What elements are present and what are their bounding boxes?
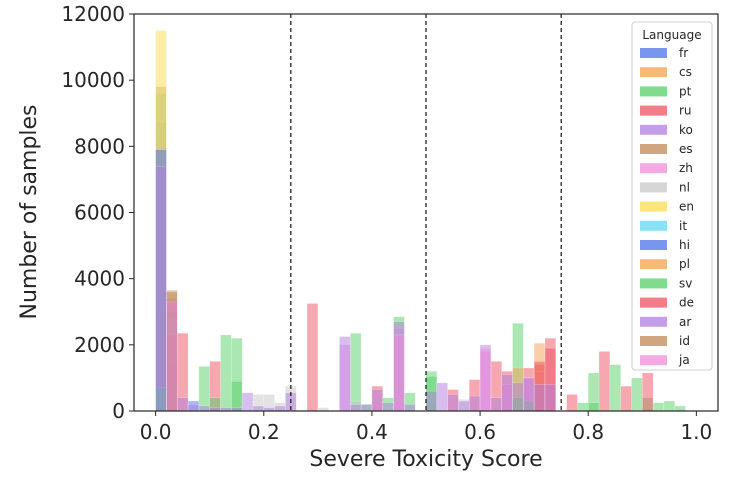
bar-pt-18 xyxy=(674,405,686,412)
legend-swatch-sv xyxy=(640,278,667,289)
legend-label-zh: zh xyxy=(679,161,693,175)
y-axis-label: Number of samples xyxy=(17,104,42,319)
bar-ar-19 xyxy=(404,404,416,412)
legend-swatch-hi xyxy=(640,240,667,250)
bar-pt-3 xyxy=(220,334,232,412)
bar-pt-13 xyxy=(609,364,621,412)
bar-ar-11 xyxy=(274,405,286,412)
y-tick-label-5: 10000 xyxy=(61,68,125,92)
legend-swatch-pl xyxy=(640,259,667,270)
legend-swatch-ar xyxy=(640,316,667,327)
x-tick-label-1: 0.2 xyxy=(248,420,280,444)
legend-swatch-ru xyxy=(640,105,667,116)
bar-ar-14 xyxy=(350,404,362,412)
y-tick-label-3: 6000 xyxy=(74,201,125,225)
legend-swatch-it xyxy=(640,220,667,231)
legend-label-sv: sv xyxy=(679,276,692,290)
bar-ar-22 xyxy=(447,394,459,412)
bar-pt-14 xyxy=(631,377,643,412)
legend-swatch-id xyxy=(640,336,667,346)
bar-ar-0 xyxy=(155,165,167,412)
bar-ar-31 xyxy=(544,384,557,412)
bar-ar-9 xyxy=(252,405,265,412)
bar-sv-8 xyxy=(587,402,600,412)
legend-label-it: it xyxy=(679,219,687,233)
legend-label-pl: pl xyxy=(679,257,690,271)
legend-label-nl: nl xyxy=(679,180,690,194)
y-tick-label-6: 12000 xyxy=(61,2,125,26)
y-tick-label-4: 8000 xyxy=(74,134,125,158)
bar-ar-26 xyxy=(490,397,502,412)
bar-ru-14 xyxy=(620,385,632,412)
legend-label-de: de xyxy=(679,296,694,310)
bar-ar-16 xyxy=(371,389,383,412)
legend-label-cs: cs xyxy=(679,65,692,79)
legend-swatch-nl xyxy=(640,182,667,193)
bar-ru-12 xyxy=(566,394,578,412)
bar-pt-17 xyxy=(663,400,675,412)
legend-swatch-fr xyxy=(640,48,667,58)
legend-label-es: es xyxy=(679,142,693,156)
bar-ar-2 xyxy=(177,397,189,412)
bar-ar-13 xyxy=(339,336,351,412)
bar-ar-30 xyxy=(533,384,546,412)
bar-ja-2 xyxy=(479,347,492,412)
legend-swatch-ko xyxy=(640,124,667,135)
y-tick-label-0: 0 xyxy=(112,399,125,423)
legend-swatch-cs xyxy=(640,67,667,78)
legend-label-fr: fr xyxy=(679,46,688,60)
bar-ru-15 xyxy=(642,372,654,412)
legend-label-ko: ko xyxy=(679,123,693,137)
legend-label-ar: ar xyxy=(679,315,691,329)
legend-swatch-es xyxy=(640,144,667,154)
bar-ar-20 xyxy=(425,390,438,412)
legend-swatch-de xyxy=(640,297,667,308)
legend-swatch-ja xyxy=(640,355,667,366)
bar-ar-24 xyxy=(469,395,481,412)
x-axis-ticks: 0.0 0.2 0.4 0.6 0.8 1.0 xyxy=(140,411,712,444)
legend-label-ja: ja xyxy=(678,353,690,367)
bar-ar-27 xyxy=(501,374,513,412)
legend-label-pt: pt xyxy=(679,84,692,98)
x-tick-label-3: 0.6 xyxy=(464,420,496,444)
bar-ar-8 xyxy=(241,392,254,412)
legend-swatch-zh xyxy=(640,163,667,174)
legend-label-ru: ru xyxy=(679,104,692,118)
bar-ar-15 xyxy=(360,404,373,412)
legend-swatch-pt xyxy=(640,86,667,97)
legend-label-en: en xyxy=(679,200,694,214)
y-axis-ticks: 0 2000 4000 6000 8000 10000 12000 xyxy=(61,2,134,423)
threshold-lines xyxy=(290,14,562,411)
bar-ar-28 xyxy=(512,382,524,412)
bar-ar-21 xyxy=(436,382,448,412)
bar-pt-5 xyxy=(350,333,362,412)
legend: Language fr cs pt ru ko es zh nl en it hi pl sv de ar i… xyxy=(631,21,713,371)
legend-title: Language xyxy=(642,28,701,42)
bar-ja-0 xyxy=(166,301,178,412)
x-axis-label: Severe Toxicity Score xyxy=(309,447,542,472)
bar-ja-1 xyxy=(393,334,405,412)
x-tick-label-2: 0.4 xyxy=(356,420,388,444)
legend-label-id: id xyxy=(679,334,690,348)
bar-ar-3 xyxy=(187,404,200,412)
legend-label-hi: hi xyxy=(679,238,690,252)
x-tick-label-5: 1.0 xyxy=(680,420,712,444)
bar-ru-3 xyxy=(306,303,319,412)
legend-swatch-en xyxy=(640,201,667,212)
bar-ar-23 xyxy=(458,400,470,412)
bar-pt-16 xyxy=(652,402,665,412)
bar-sv-3 xyxy=(231,380,243,412)
bar-ru-13 xyxy=(598,351,611,412)
x-tick-label-0: 0.0 xyxy=(140,420,172,444)
y-tick-label-2: 4000 xyxy=(74,267,125,291)
bar-ar-4 xyxy=(198,405,210,412)
y-tick-label-1: 2000 xyxy=(74,333,125,357)
bar-pt-2 xyxy=(198,366,210,412)
x-tick-label-4: 0.8 xyxy=(572,420,604,444)
bar-ar-17 xyxy=(382,402,394,412)
bar-pt-11 xyxy=(577,402,589,412)
bar-ar-29 xyxy=(523,377,535,412)
